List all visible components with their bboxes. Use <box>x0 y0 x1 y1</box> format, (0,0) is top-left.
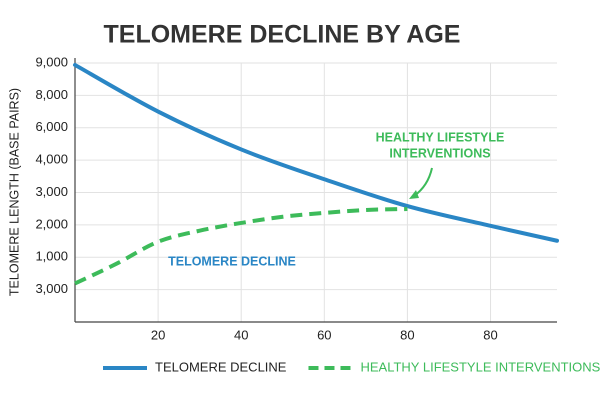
series-label: TELOMERE DECLINE <box>168 254 296 268</box>
series-line <box>74 207 408 286</box>
annotation-text: HEALTHY LIFESTYLE <box>376 130 505 144</box>
legend-label: TELOMERE DECLINE <box>155 359 287 374</box>
series-line <box>73 62 559 243</box>
annotation-arrow <box>413 167 433 197</box>
x-tick-label: 60 <box>317 327 331 342</box>
legend-label: HEALTHY LIFESTYLE INTERVENTIONS <box>360 359 600 374</box>
annotation-arrowhead <box>409 190 419 199</box>
x-tick-label: 80 <box>483 327 497 342</box>
annotation-text: INTERVENTIONS <box>389 146 490 160</box>
y-axis-label: TELOMERE LENGTH (BASE PAIRS) <box>7 88 21 296</box>
chart-title: TELOMERE DECLINE BY AGE <box>104 21 461 49</box>
y-tick-label: 8,000 <box>35 87 68 102</box>
y-tick-label: 3,000 <box>35 281 68 296</box>
y-tick-label: 6,000 <box>35 119 68 134</box>
y-tick-label: 4,000 <box>35 152 68 167</box>
y-tick-label: 9,000 <box>35 54 68 69</box>
y-tick-label: 3,000 <box>35 184 68 199</box>
x-tick-label: 40 <box>234 327 248 342</box>
x-tick-label: 20 <box>151 327 165 342</box>
y-tick-label: 2,000 <box>35 216 68 231</box>
y-tick-label: 1,000 <box>35 249 68 264</box>
x-tick-label: 80 <box>400 327 414 342</box>
